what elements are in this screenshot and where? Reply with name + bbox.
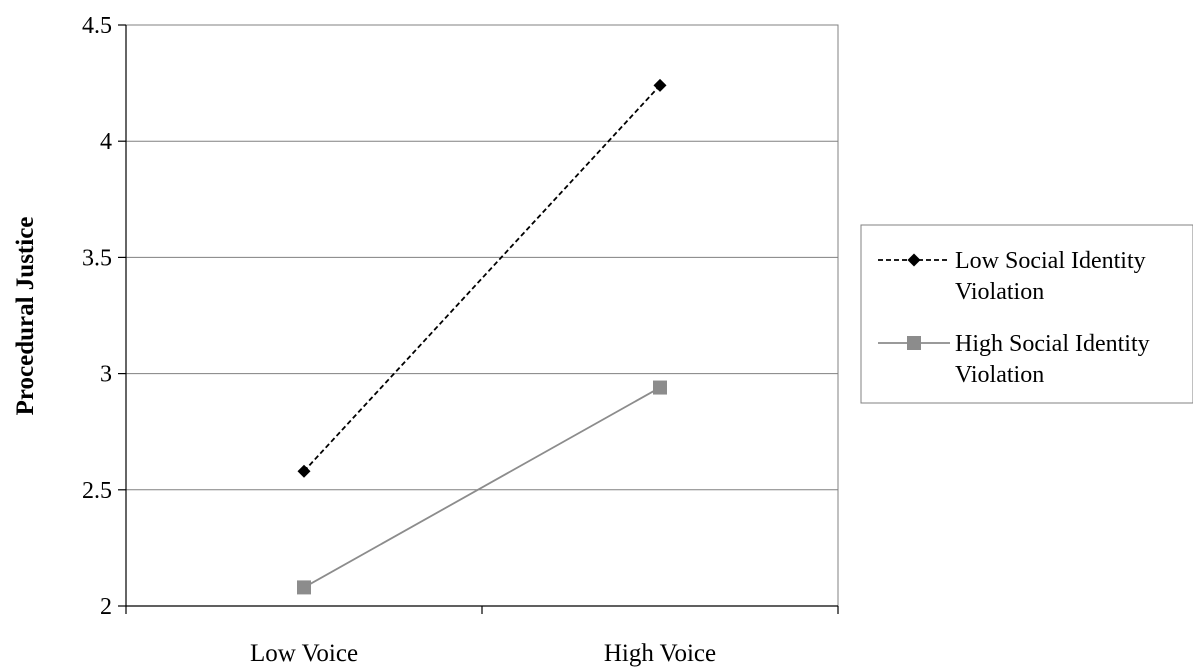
data-point — [907, 253, 921, 267]
y-tick-label: 4.5 — [82, 13, 112, 39]
legend-label: Violation — [955, 362, 1044, 388]
y-tick-label: 2.5 — [82, 478, 112, 504]
data-point — [297, 464, 311, 478]
series-line — [303, 386, 661, 589]
y-tick-labels: 2 2.5 3 3.5 4 4.5 — [82, 13, 112, 620]
data-point — [653, 380, 667, 395]
series-line — [303, 84, 661, 472]
category-label: Low Voice — [250, 640, 358, 667]
legend-label: High Social Identity — [955, 331, 1150, 357]
legend-label: Violation — [955, 279, 1044, 305]
legend-label: Low Social Identity — [955, 248, 1146, 274]
y-tick-label: 3.5 — [82, 245, 112, 271]
series-2 — [297, 380, 667, 595]
y-tick-label: 3 — [100, 362, 112, 388]
data-point — [907, 336, 921, 350]
series-1 — [297, 78, 667, 478]
y-axis-title: Procedural Justice — [12, 217, 39, 416]
series-layer — [297, 78, 667, 595]
legend-item: High Social Identity Violation — [878, 331, 1150, 388]
data-point — [297, 580, 311, 595]
category-labels: Low Voice High Voice — [250, 640, 716, 667]
axes — [118, 24, 839, 614]
category-label: High Voice — [604, 640, 716, 667]
legend-item: Low Social Identity Violation — [878, 248, 1146, 305]
legend-box — [860, 224, 1193, 404]
plot-area-frame — [125, 24, 839, 607]
gridlines — [126, 140, 838, 491]
y-tick-label: 2 — [100, 594, 112, 620]
y-tick-label: 4 — [100, 129, 112, 155]
data-point — [653, 78, 667, 92]
